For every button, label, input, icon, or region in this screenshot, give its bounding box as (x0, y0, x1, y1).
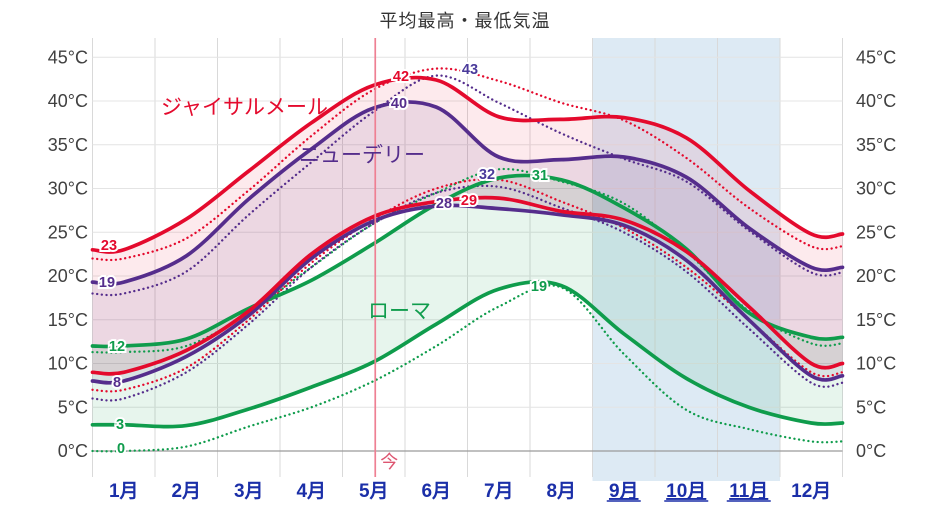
chart-title: 平均最高・最低気温 (379, 11, 551, 31)
y-tick-label-left: 20°C (48, 266, 88, 286)
series-jaisalmer-low (90, 195, 845, 376)
y-tick-label-right: 30°C (856, 179, 896, 199)
series-jaisalmer-high-dotted (91, 67, 844, 262)
y-tick-label-left: 15°C (48, 310, 88, 330)
city-range-fill (92, 101, 843, 383)
point-value-label: 28 (436, 196, 452, 212)
series-delhi-high-dotted (91, 74, 844, 297)
x-label-10month[interactable]: 10月 (666, 481, 706, 502)
y-tick-label-right: 35°C (856, 135, 896, 155)
point-value-label: 43 (462, 62, 478, 78)
y-tick-label-right: 0°C (856, 441, 886, 461)
point-value-label: 8 (113, 375, 121, 391)
point-value-label: 29 (461, 193, 477, 209)
y-tick-label-right: 20°C (856, 266, 896, 286)
y-tick-label-right: 45°C (856, 47, 896, 67)
point-value-label: 40 (391, 96, 407, 112)
x-label-1month: 1月 (109, 481, 139, 502)
y-tick-label-left: 25°C (48, 222, 88, 242)
city-label: ローマ (368, 300, 431, 323)
x-label-8month: 8月 (546, 481, 576, 502)
x-label-3month: 3月 (234, 481, 264, 502)
x-label-9month[interactable]: 9月 (609, 481, 639, 502)
y-tick-label-right: 25°C (856, 222, 896, 242)
series-rome-low-dotted (91, 284, 844, 453)
point-value-label: 19 (99, 275, 115, 291)
y-tick-label-left: 10°C (48, 354, 88, 374)
y-tick-label-left: 0°C (58, 441, 88, 461)
x-label-11month[interactable]: 11月 (729, 481, 768, 502)
x-label-6month: 6月 (421, 481, 451, 502)
y-tick-label-left: 30°C (48, 179, 88, 199)
point-value-label: 23 (101, 238, 117, 254)
series-rome-low (90, 279, 845, 429)
point-value-label: 42 (393, 69, 409, 85)
series-jaisalmer-high (90, 75, 845, 254)
city-label: ジャイサルメール (161, 96, 328, 119)
point-value-label: 31 (532, 168, 548, 184)
city-range-fill (92, 77, 843, 374)
y-tick-label-right: 15°C (856, 310, 896, 330)
y-tick-label-right: 10°C (856, 354, 896, 374)
series-delhi-low (90, 203, 845, 385)
y-tick-label-left: 35°C (48, 135, 88, 155)
y-tick-label-left: 45°C (48, 47, 88, 67)
point-value-label: 12 (109, 339, 125, 355)
series-rome-high-dotted (91, 167, 844, 354)
y-tick-label-right: 40°C (856, 91, 896, 111)
x-label-12month: 12月 (791, 481, 831, 502)
point-value-label: 0 (117, 441, 125, 457)
y-tick-label-right: 5°C (856, 397, 886, 417)
point-value-label: 19 (531, 279, 547, 295)
now-marker-label: 今 (380, 452, 398, 472)
point-value-label: 32 (479, 167, 495, 183)
point-value-label: 3 (116, 417, 124, 433)
city-label: ニューデリー (299, 144, 425, 167)
series-delhi-low-dotted (91, 184, 844, 402)
x-label-4month: 4月 (296, 481, 326, 502)
x-label-2month: 2月 (171, 481, 201, 502)
y-tick-label-left: 40°C (48, 91, 88, 111)
series-rome-high (90, 173, 845, 349)
x-label-5month: 5月 (359, 481, 389, 502)
y-tick-label-left: 5°C (58, 397, 88, 417)
x-label-7month: 7月 (484, 481, 514, 502)
series-delhi-high (90, 99, 845, 286)
